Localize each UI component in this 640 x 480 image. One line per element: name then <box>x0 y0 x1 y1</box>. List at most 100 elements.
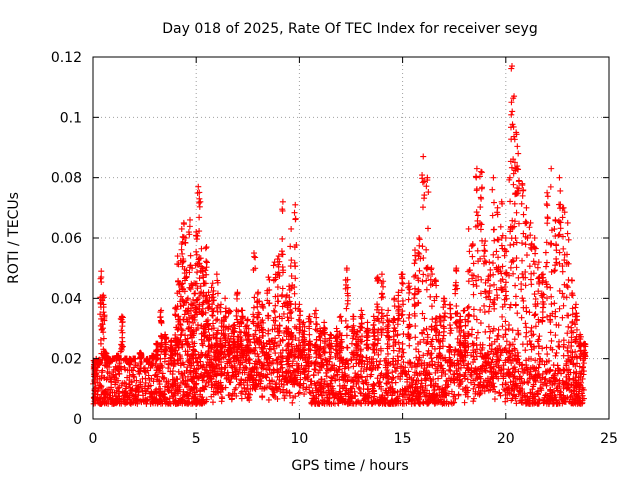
data-point <box>101 395 108 402</box>
data-point <box>400 359 407 366</box>
data-point <box>218 366 225 373</box>
data-point <box>383 373 390 380</box>
data-point <box>116 371 123 378</box>
data-point <box>473 316 480 323</box>
data-point <box>197 198 204 205</box>
data-point <box>419 243 426 250</box>
data-point <box>529 386 536 393</box>
x-tick-label: 5 <box>192 431 201 447</box>
data-point <box>263 374 270 381</box>
data-point <box>184 373 191 380</box>
data-point <box>382 364 389 371</box>
data-point <box>423 246 430 253</box>
data-point <box>284 361 291 368</box>
data-point <box>412 256 419 263</box>
data-point <box>435 383 442 390</box>
data-point <box>526 224 533 231</box>
data-point <box>374 375 381 382</box>
data-point <box>508 164 515 171</box>
data-point <box>461 399 468 406</box>
data-point <box>394 389 401 396</box>
data-point <box>565 236 572 243</box>
data-point <box>115 385 122 392</box>
data-point <box>412 362 419 369</box>
data-point <box>528 355 535 362</box>
data-point <box>419 278 426 285</box>
data-point <box>397 364 404 371</box>
data-point <box>320 389 327 396</box>
data-point <box>573 326 580 333</box>
data-point <box>470 313 477 320</box>
data-point <box>136 370 143 377</box>
data-point <box>393 400 400 407</box>
data-point <box>188 362 195 369</box>
data-point <box>580 395 587 402</box>
data-point <box>451 351 458 358</box>
data-point <box>270 307 277 314</box>
data-point <box>378 271 385 278</box>
data-point <box>565 366 572 373</box>
data-point <box>518 200 525 207</box>
data-point <box>470 291 477 298</box>
data-point <box>405 359 412 366</box>
data-point <box>572 363 579 370</box>
data-point <box>406 311 413 318</box>
data-point <box>174 357 181 364</box>
data-point <box>402 364 409 371</box>
data-point <box>148 389 155 396</box>
data-point <box>572 301 579 308</box>
data-point <box>364 361 371 368</box>
data-point <box>563 373 570 380</box>
data-point <box>378 383 385 390</box>
data-point <box>345 360 352 367</box>
data-point <box>279 235 286 242</box>
data-point <box>513 400 520 407</box>
data-point <box>451 391 458 398</box>
data-point <box>213 271 220 278</box>
data-point <box>252 386 259 393</box>
data-point <box>530 270 537 277</box>
data-point <box>391 316 398 323</box>
data-point <box>437 322 444 329</box>
data-point <box>495 326 502 333</box>
data-point <box>477 320 484 327</box>
data-point <box>474 247 481 254</box>
data-point <box>128 387 135 394</box>
data-point <box>485 387 492 394</box>
data-point <box>424 374 431 381</box>
data-point <box>527 219 534 226</box>
data-point <box>531 235 538 241</box>
data-point <box>423 265 430 272</box>
data-point <box>552 313 559 320</box>
data-point <box>346 393 353 400</box>
data-point <box>152 372 159 379</box>
data-point <box>451 399 458 406</box>
data-point <box>186 357 193 364</box>
data-point <box>544 189 551 196</box>
data-point <box>232 384 239 391</box>
data-point <box>544 295 551 302</box>
data-point <box>420 153 427 160</box>
data-point <box>194 269 201 276</box>
data-point <box>280 389 287 396</box>
data-point <box>337 313 344 320</box>
data-point <box>504 395 511 402</box>
data-point <box>454 335 461 342</box>
data-point <box>492 388 499 395</box>
data-point <box>281 392 288 399</box>
data-point <box>495 362 502 369</box>
data-point <box>514 143 521 150</box>
data-point <box>565 312 572 319</box>
data-point <box>549 381 556 388</box>
data-point <box>519 240 526 247</box>
y-tick-labels: 00.020.040.060.080.10.12 <box>51 50 82 428</box>
data-point <box>509 108 516 115</box>
data-point <box>571 399 578 406</box>
data-point <box>235 370 242 377</box>
data-point <box>518 280 525 287</box>
data-point <box>523 357 530 364</box>
data-point <box>170 382 177 389</box>
data-point <box>269 357 276 364</box>
data-point <box>350 363 357 370</box>
